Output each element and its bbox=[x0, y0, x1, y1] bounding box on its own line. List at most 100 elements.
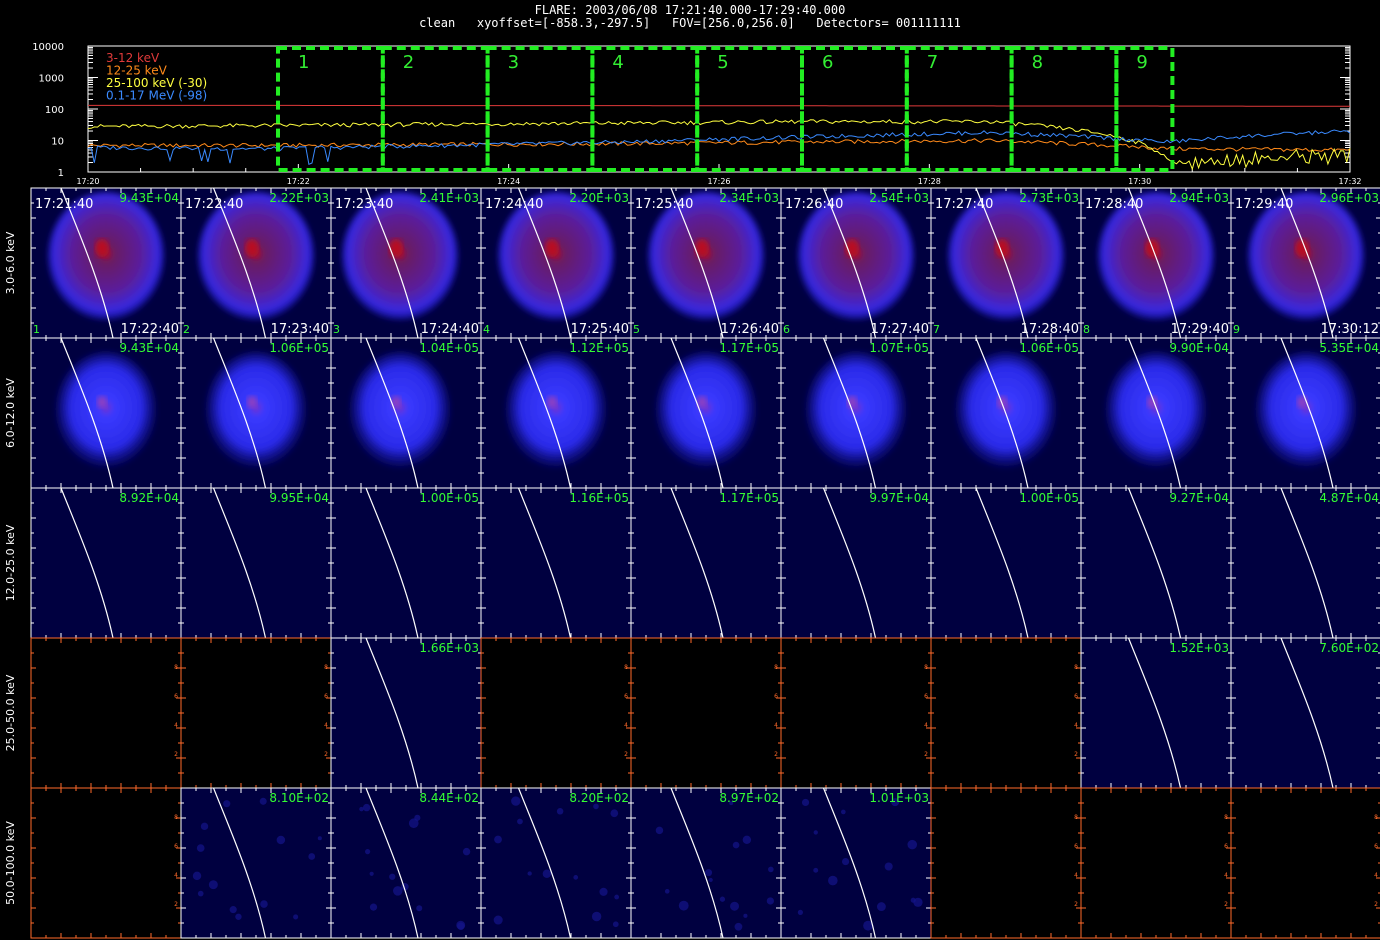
image-bg bbox=[1231, 488, 1380, 638]
image-cell: 1.16E+05 bbox=[480, 487, 632, 639]
axis-tick-label: 8 bbox=[774, 664, 778, 671]
flare-source bbox=[350, 352, 450, 468]
image-cell: 8.92E+04 bbox=[30, 487, 182, 639]
flare-source bbox=[48, 192, 164, 320]
image-bg bbox=[1081, 488, 1231, 638]
start-time-label: 17:23:40 bbox=[335, 197, 393, 212]
max-value-label: 1.17E+05 bbox=[719, 341, 779, 355]
axis-tick-label: 6 bbox=[174, 843, 178, 850]
image-cell: 2.94E+03 17:28:40 17:29:40 8 bbox=[1080, 187, 1232, 339]
axis-tick-label: 8 bbox=[174, 814, 178, 821]
max-value-label: 9.95E+04 bbox=[269, 491, 329, 505]
max-value-label: 1.16E+05 bbox=[569, 491, 629, 505]
solar-limb-line bbox=[1280, 187, 1334, 339]
image-cell: 9.97E+04 bbox=[780, 487, 932, 639]
flare-source bbox=[798, 192, 914, 320]
end-time-label: 17:25:40 bbox=[571, 322, 629, 337]
start-time-label: 17:29:40 bbox=[1235, 197, 1293, 212]
max-value-label: 1.07E+05 bbox=[869, 341, 929, 355]
noise-speck bbox=[743, 913, 748, 918]
axis-tick-label: 2 bbox=[774, 751, 778, 758]
max-value-label: 7.60E+02 bbox=[1319, 641, 1379, 655]
column-index: 4 bbox=[483, 323, 490, 336]
interval-box bbox=[695, 46, 805, 172]
axis-tick-label: 4 bbox=[1224, 872, 1228, 879]
flare-source bbox=[1256, 352, 1356, 468]
y-tick-label: 100 bbox=[45, 105, 64, 116]
noise-speck bbox=[840, 809, 846, 815]
axis-tick-label: 8 bbox=[1374, 814, 1378, 821]
noise-speck bbox=[511, 796, 521, 806]
column-index: 9 bbox=[1233, 323, 1240, 336]
noise-speck bbox=[192, 871, 202, 881]
image-cell: 9.90E+04 bbox=[1080, 337, 1232, 489]
image-cell: 2 4 6 8 bbox=[630, 637, 782, 789]
max-value-label: 1.66E+03 bbox=[419, 641, 479, 655]
max-value-label: 1.00E+05 bbox=[419, 491, 479, 505]
noise-speck bbox=[732, 841, 740, 849]
solar-limb-line bbox=[822, 787, 877, 939]
axis-tick-label: 8 bbox=[324, 664, 328, 671]
axis-tick-label: 6 bbox=[1224, 843, 1228, 850]
image-bg bbox=[631, 488, 781, 638]
row-label: 12.0-25.0 keV bbox=[4, 524, 17, 601]
axis-tick-label: 6 bbox=[174, 693, 178, 700]
noise-speck bbox=[527, 871, 532, 876]
legend-entry: 12-25 keV bbox=[106, 64, 168, 78]
axis-tick-label: 4 bbox=[324, 722, 328, 729]
noise-speck bbox=[393, 886, 403, 896]
image-cell: 1.17E+05 bbox=[630, 337, 782, 489]
solar-limb-line bbox=[1127, 637, 1182, 789]
flare-core bbox=[95, 239, 109, 257]
column-index: 7 bbox=[933, 323, 940, 336]
noise-speck bbox=[813, 830, 818, 835]
noise-speck bbox=[493, 915, 503, 925]
empty-cell-bg bbox=[931, 788, 1081, 938]
image-bg bbox=[331, 788, 481, 938]
max-value-label: 1.52E+03 bbox=[1169, 641, 1229, 655]
axis-tick-label: 2 bbox=[1374, 901, 1378, 908]
image-cell: 1.17E+05 bbox=[630, 487, 782, 639]
noise-speck bbox=[610, 809, 619, 818]
image-cell: 2 4 6 8 bbox=[930, 637, 1082, 789]
max-value-label: 1.04E+05 bbox=[419, 341, 479, 355]
noise-speck bbox=[913, 897, 923, 907]
noise-speck bbox=[260, 900, 268, 908]
figure-info-line: clean xyoffset=[-858.3,-297.5] FOV=[256.… bbox=[419, 16, 961, 30]
image-cell: 1.12E+05 bbox=[480, 337, 632, 489]
flare-source bbox=[806, 352, 906, 468]
axis-tick-label: 8 bbox=[924, 664, 928, 671]
flare-core bbox=[97, 396, 107, 408]
solar-limb-line bbox=[975, 487, 1029, 639]
legend-entry: 25-100 keV (-30) bbox=[106, 76, 207, 90]
image-cell: 5.35E+04 bbox=[1230, 337, 1380, 489]
max-value-label: 9.27E+04 bbox=[1169, 491, 1229, 505]
max-value-label: 9.43E+04 bbox=[119, 341, 179, 355]
max-value-label: 4.87E+04 bbox=[1319, 491, 1379, 505]
axis-tick-label: 4 bbox=[1074, 722, 1078, 729]
noise-speck bbox=[797, 909, 803, 915]
image-cell: 9.27E+04 bbox=[1080, 487, 1232, 639]
flare-source bbox=[342, 192, 458, 320]
column-index: 3 bbox=[333, 323, 340, 336]
solar-limb-line bbox=[60, 337, 114, 489]
solar-limb-line bbox=[365, 487, 419, 639]
start-time-label: 17:21:40 bbox=[35, 197, 93, 212]
image-cell: 2.96E+03 17:29:40 17:30:12 9 bbox=[1230, 187, 1380, 339]
image-bg bbox=[781, 788, 931, 938]
empty-cell-bg bbox=[1081, 788, 1231, 938]
max-value-label: 2.94E+03 bbox=[1169, 191, 1229, 205]
solar-limb-line bbox=[1280, 487, 1334, 639]
solar-limb-line bbox=[975, 187, 1029, 339]
flare-core bbox=[697, 396, 707, 408]
axis-tick-label: 4 bbox=[174, 722, 178, 729]
image-cell: 2 4 6 8 bbox=[780, 637, 932, 789]
noise-speck bbox=[208, 880, 218, 890]
image-cell: 2 4 6 8 bbox=[1230, 787, 1380, 939]
legend-entry: 3-12 keV bbox=[106, 51, 160, 65]
image-cell: 2.54E+03 17:26:40 17:27:40 6 bbox=[780, 187, 932, 339]
noise-speck bbox=[223, 800, 231, 808]
interval-box bbox=[800, 46, 909, 172]
max-value-label: 8.20E+02 bbox=[569, 791, 629, 805]
